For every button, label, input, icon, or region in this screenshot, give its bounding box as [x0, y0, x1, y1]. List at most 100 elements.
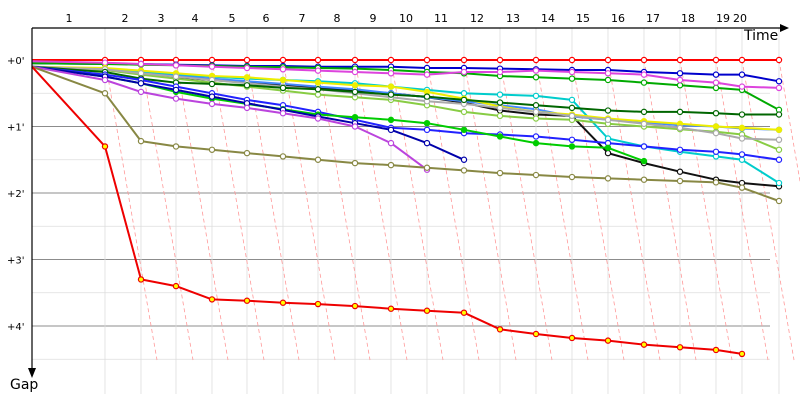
- data-point: [604, 56, 612, 64]
- data-point: [775, 156, 783, 163]
- data-point: [676, 56, 684, 64]
- data-point: [712, 148, 720, 155]
- lap-diagonal: [499, 59, 553, 361]
- data-point: [640, 71, 648, 78]
- data-point: [712, 179, 720, 186]
- x-tick-label: 16: [611, 12, 625, 25]
- data-point: [460, 90, 468, 97]
- data-point: [496, 133, 504, 140]
- data-point: [279, 153, 287, 160]
- data-point: [738, 184, 746, 191]
- data-point: [137, 60, 145, 68]
- data-point: [604, 337, 612, 344]
- lap-diagonal: [643, 59, 697, 361]
- data-point: [775, 56, 783, 64]
- data-point: [101, 59, 109, 66]
- y-tick-label: +4': [7, 322, 25, 333]
- data-point: [314, 115, 322, 122]
- data-point: [532, 171, 540, 179]
- data-point: [351, 88, 359, 96]
- data-point: [496, 68, 504, 76]
- series-12: [31, 65, 783, 163]
- data-point: [568, 96, 576, 104]
- lap-diagonal: [426, 59, 480, 361]
- x-tick-label: 9: [370, 12, 377, 25]
- data-point: [532, 67, 540, 74]
- data-point: [532, 92, 540, 100]
- data-point: [314, 86, 322, 93]
- data-point: [738, 83, 746, 90]
- data-point: [387, 139, 395, 147]
- data-point: [676, 146, 684, 153]
- data-point: [738, 111, 746, 118]
- y-tick-labels: +0' +1' +2' +3' +4': [7, 56, 25, 333]
- series-3: [31, 60, 783, 114]
- x-tick-label: 15: [576, 12, 590, 25]
- data-point: [712, 79, 720, 86]
- data-point: [532, 115, 540, 122]
- data-point: [208, 296, 216, 303]
- data-point: [351, 123, 359, 130]
- data-point: [775, 126, 783, 134]
- data-point: [423, 56, 431, 64]
- y-tick-label: +1': [7, 123, 25, 134]
- data-point: [208, 93, 216, 100]
- data-point: [460, 96, 468, 104]
- data-point: [243, 64, 251, 72]
- data-point: [712, 71, 720, 78]
- data-point: [423, 126, 431, 134]
- data-point: [351, 159, 359, 167]
- data-point: [351, 68, 359, 76]
- series-17: [31, 66, 746, 358]
- lap-diagonal: [741, 59, 795, 361]
- x-tick-label: 17: [646, 12, 660, 25]
- data-point: [738, 151, 746, 158]
- data-point: [496, 99, 504, 106]
- data-point: [423, 307, 431, 314]
- data-point: [738, 124, 746, 132]
- y-axis-arrow: [28, 368, 36, 378]
- lap-diagonal: [104, 59, 158, 361]
- data-point: [101, 143, 109, 150]
- data-point: [314, 300, 322, 308]
- data-point: [712, 129, 720, 137]
- data-point: [676, 177, 684, 185]
- data-point: [676, 344, 684, 351]
- lap-diagonal: [282, 59, 336, 361]
- data-point: [243, 56, 251, 64]
- data-point: [775, 197, 783, 205]
- data-point: [496, 104, 504, 112]
- series-4: [31, 59, 783, 92]
- data-point: [532, 102, 540, 109]
- data-point: [676, 124, 684, 132]
- data-point: [640, 108, 648, 116]
- data-point: [676, 168, 684, 175]
- x-tick-label: 3: [158, 12, 165, 25]
- data-point: [243, 74, 251, 81]
- data-point: [279, 66, 287, 73]
- data-point: [532, 133, 540, 140]
- data-point: [279, 109, 287, 117]
- data-point: [775, 78, 783, 85]
- data-point: [604, 144, 612, 151]
- x-tick-label: 18: [681, 12, 695, 25]
- data-point: [532, 74, 540, 81]
- data-point: [314, 67, 322, 74]
- data-point: [496, 91, 504, 98]
- data-point: [640, 341, 648, 348]
- data-point: [172, 62, 180, 69]
- data-point: [712, 84, 720, 92]
- data-point: [676, 70, 684, 77]
- y-tick-label: +3': [7, 256, 25, 267]
- data-point: [738, 350, 746, 358]
- series-line: [31, 66, 743, 355]
- data-point: [387, 56, 395, 64]
- y-tick-label: +0': [7, 56, 25, 67]
- data-point: [101, 90, 109, 97]
- x-tick-label: 5: [229, 12, 236, 25]
- data-point: [387, 116, 395, 124]
- data-point: [568, 56, 576, 64]
- data-point: [676, 82, 684, 89]
- data-point: [460, 167, 468, 174]
- data-point: [351, 82, 359, 89]
